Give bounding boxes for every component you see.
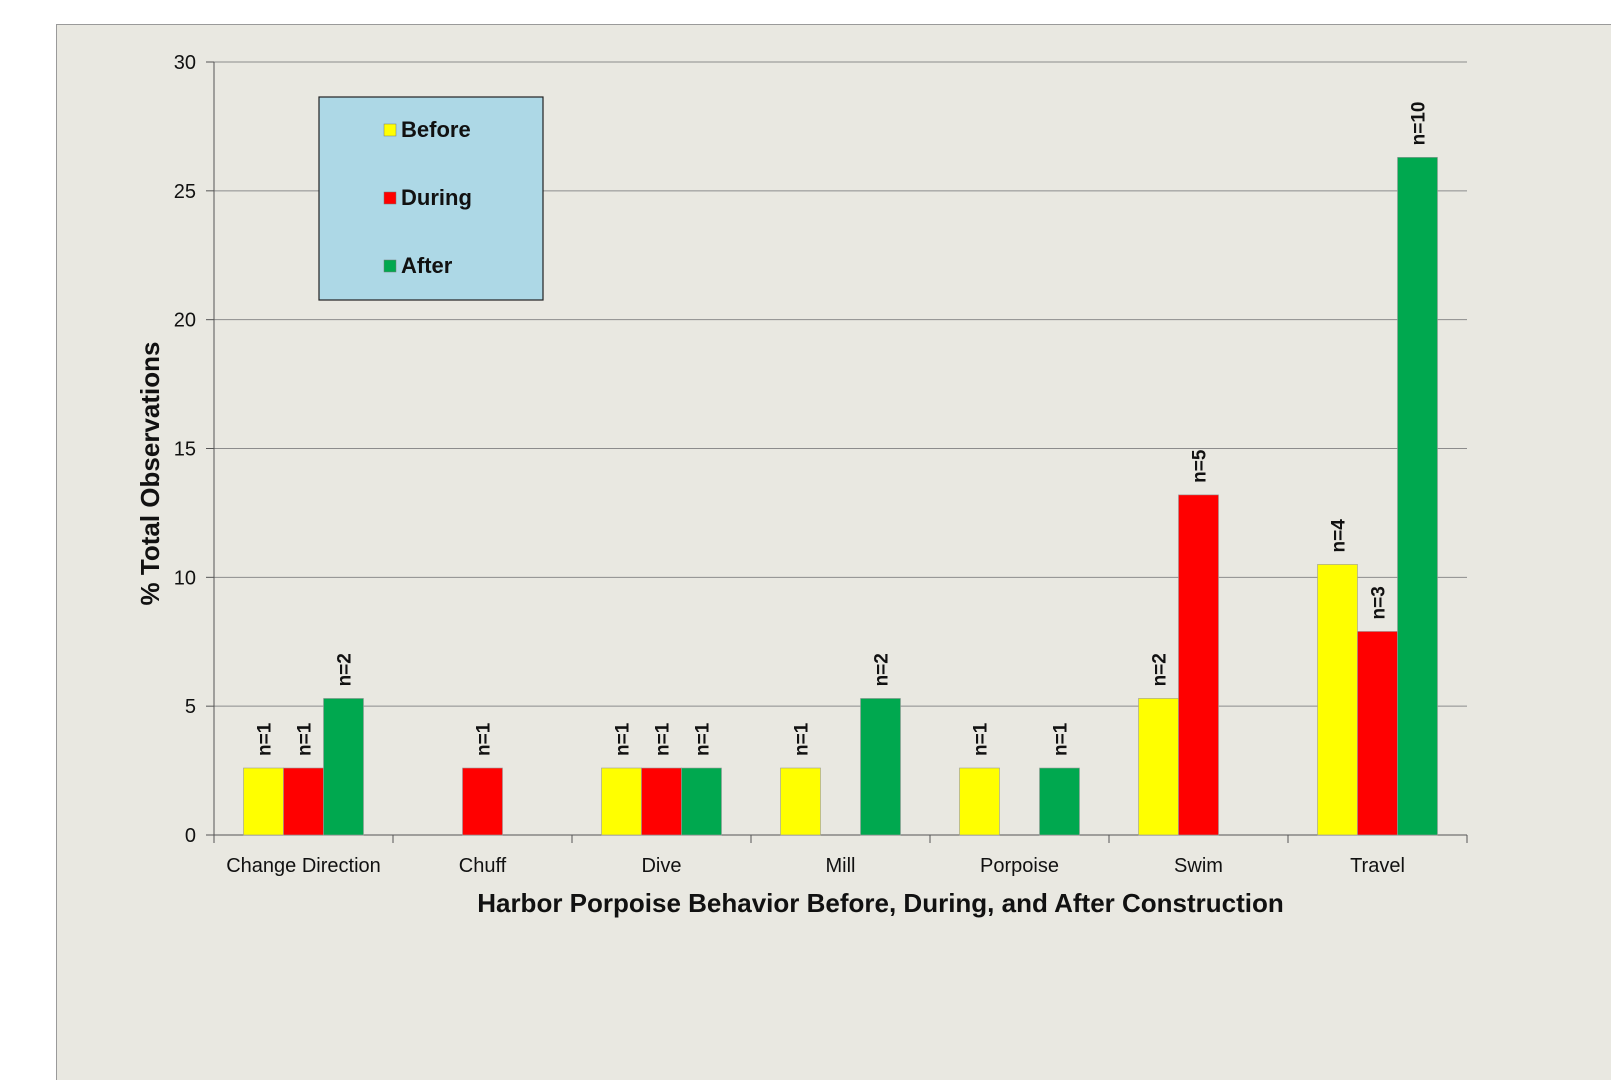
bar-before: [1317, 564, 1358, 836]
legend-label: After: [401, 253, 453, 278]
bar-during: [462, 767, 503, 836]
y-tick-label: 20: [174, 310, 196, 332]
y-tick-label: 5: [185, 696, 196, 718]
x-tick-label: Swim: [1174, 855, 1223, 877]
data-label: n=1: [474, 722, 495, 756]
data-label: n=2: [872, 653, 893, 686]
bar-during: [283, 767, 324, 836]
axes: 0 5 10 15 20 25 30 Change Direction Chuff Dive Mil…: [174, 52, 1468, 877]
bar-before: [959, 767, 1000, 836]
bar-chart: 0 5 10 15 20 25 30 Change Direction Chuff Dive Mil…: [135, 52, 1468, 918]
data-label: n=2: [335, 653, 356, 686]
data-label: n=2: [1150, 653, 1171, 686]
legend-swatch: [383, 259, 397, 273]
y-tick-label: 10: [174, 567, 196, 589]
data-label: n=1: [1051, 722, 1072, 756]
bars: [243, 157, 1438, 836]
x-tick-label: Travel: [1350, 855, 1405, 877]
bar-after: [1397, 157, 1438, 836]
data-label: n=1: [255, 722, 276, 756]
bar-after: [323, 698, 364, 836]
x-tick-label: Dive: [641, 855, 681, 877]
legend: Before During After: [318, 96, 544, 301]
bar-before: [780, 767, 821, 836]
legend-box: [318, 96, 544, 301]
data-label: n=1: [295, 722, 316, 756]
bar-after: [1039, 767, 1080, 836]
bar-before: [243, 767, 284, 836]
y-tick-label: 0: [185, 825, 196, 847]
x-tick-label: Porpoise: [980, 855, 1059, 877]
legend-label: Before: [401, 117, 471, 142]
x-tick-label: Chuff: [459, 855, 507, 877]
chart-frame: 0 5 10 15 20 25 30 Change Direction Chuff Dive Mil…: [56, 24, 1611, 1080]
data-label: n=10: [1409, 101, 1430, 145]
bar-before: [601, 767, 642, 836]
bar-during: [641, 767, 682, 836]
y-tick-label: 30: [174, 52, 196, 74]
bar-before: [1138, 698, 1179, 836]
data-label: n=3: [1369, 586, 1390, 619]
data-label: n=1: [653, 722, 674, 756]
x-axis-title: Harbor Porpoise Behavior Before, During,…: [477, 888, 1284, 918]
data-labels: n=1 n=1 n=1 n=1 n=2 n=4 n=1 n=1 n=1 n=5 n=3 n=2 n=1 n…: [255, 101, 1430, 756]
legend-swatch: [383, 123, 397, 137]
data-label: n=5: [1190, 449, 1211, 483]
bar-after: [860, 698, 901, 836]
legend-label: During: [401, 185, 472, 210]
x-tick-label: Mill: [826, 855, 856, 877]
data-label: n=1: [971, 722, 992, 756]
y-axis-title: % Total Observations: [135, 342, 165, 606]
bar-during: [1357, 631, 1398, 836]
data-label: n=1: [792, 722, 813, 756]
y-tick-label: 25: [174, 181, 196, 203]
data-label: n=1: [693, 722, 714, 756]
x-tick-label: Change Direction: [226, 855, 381, 877]
bar-during: [1178, 494, 1219, 836]
legend-swatch: [383, 191, 397, 205]
bar-after: [681, 767, 722, 836]
data-label: n=1: [613, 722, 634, 756]
y-tick-label: 15: [174, 439, 196, 461]
data-label: n=4: [1329, 519, 1350, 553]
